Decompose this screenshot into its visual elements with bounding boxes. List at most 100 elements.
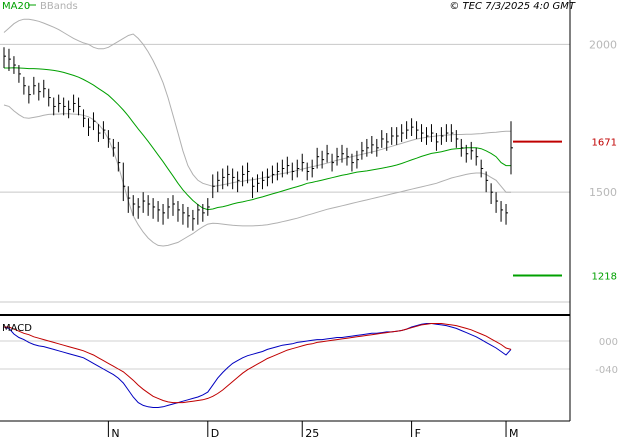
price-bar	[326, 144, 330, 163]
price-bar	[426, 127, 429, 145]
copyright: © TEC 7/3/2025 4:0 GMT	[449, 1, 576, 12]
price-bar	[490, 183, 494, 204]
macd-title: MACD	[2, 323, 32, 334]
x-tick-label: F	[415, 427, 421, 440]
price-bar	[237, 171, 240, 193]
price-bar	[132, 195, 136, 216]
price-bar	[416, 121, 419, 139]
level-label: 1671	[592, 138, 617, 149]
price-bar	[58, 94, 61, 113]
price-bar	[396, 127, 399, 145]
price-bar	[252, 177, 255, 199]
price-bar	[97, 124, 101, 142]
price-bar	[341, 144, 344, 163]
price-bar	[316, 147, 320, 169]
price-bar	[63, 97, 66, 116]
price-bar	[187, 206, 190, 228]
price-bar	[68, 100, 71, 119]
price-bar	[421, 124, 424, 142]
price-bar	[435, 133, 439, 151]
ma20-line	[4, 67, 511, 211]
price-bar	[261, 171, 265, 190]
price-bar	[142, 192, 146, 213]
price-bar	[271, 165, 275, 184]
price-bar	[33, 76, 36, 95]
price-bar	[222, 168, 225, 190]
price-bar	[247, 162, 250, 184]
price-bar	[3, 47, 6, 68]
price-bar	[107, 130, 111, 148]
price-bar	[157, 201, 161, 222]
price-bar	[450, 124, 454, 142]
price-tick-label: 1500	[589, 186, 617, 199]
price-bar	[266, 168, 270, 187]
price-bar	[276, 162, 280, 181]
price-bar	[117, 141, 121, 172]
price-bar	[257, 174, 260, 193]
price-bar	[475, 147, 479, 166]
price-bar	[411, 118, 414, 136]
price-bar	[376, 138, 379, 157]
price-bar	[172, 195, 175, 216]
price-bar	[88, 118, 91, 136]
price-panel-bg	[0, 0, 570, 315]
axis-area	[570, 0, 627, 440]
price-bar	[43, 79, 46, 98]
price-bar	[78, 97, 81, 116]
price-bar	[361, 141, 364, 160]
price-bar	[227, 165, 230, 187]
price-bar	[311, 159, 315, 178]
price-bar	[391, 127, 394, 145]
price-bar	[445, 124, 449, 142]
price-bar	[8, 48, 11, 71]
price-bar	[217, 171, 220, 193]
price-bar	[465, 144, 469, 163]
price-bar	[455, 130, 459, 148]
price-bar	[242, 165, 245, 187]
price-bar	[371, 136, 374, 154]
macd-lines	[3, 323, 512, 408]
price-levels: 1671 1218	[513, 138, 617, 283]
price-bar	[18, 65, 21, 83]
x-tick-label: D	[211, 427, 219, 440]
price-bar	[495, 192, 499, 213]
price-bar	[286, 156, 290, 175]
price-bar	[356, 150, 359, 169]
price-bar	[152, 198, 156, 219]
macd-tick-label: 000	[599, 337, 618, 348]
price-bar	[366, 138, 369, 157]
macd-tick-label: -040	[595, 365, 618, 376]
price-bar	[53, 97, 56, 116]
grid	[0, 43, 570, 370]
price-bar	[147, 195, 151, 216]
x-tick-label: 25	[305, 427, 319, 440]
price-bar	[331, 153, 335, 172]
price-bar	[48, 88, 51, 107]
price-bar	[122, 162, 126, 202]
x-tick-label: N	[111, 427, 119, 440]
price-bar	[197, 204, 200, 225]
price-bar	[281, 159, 285, 178]
macd-line	[3, 323, 512, 408]
price-bar	[401, 124, 404, 142]
price-bar	[470, 141, 474, 160]
price-bar	[202, 204, 205, 222]
price-bar	[430, 124, 434, 142]
price-bar	[127, 186, 131, 213]
bband-lower-line	[3, 104, 511, 247]
price-bar	[162, 204, 166, 225]
signal-line	[4, 323, 512, 404]
level-label: 1218	[592, 272, 617, 283]
price-bar	[192, 209, 195, 231]
price-bar	[92, 112, 96, 131]
price-bar	[301, 153, 305, 172]
price-bar	[23, 76, 26, 95]
price-bar	[137, 198, 141, 219]
price-bar	[346, 147, 349, 166]
price-bar	[177, 201, 180, 222]
price-bar	[38, 82, 41, 101]
price-bar	[232, 168, 235, 190]
x-tick-label: M	[509, 427, 519, 440]
price-bar	[500, 201, 504, 222]
